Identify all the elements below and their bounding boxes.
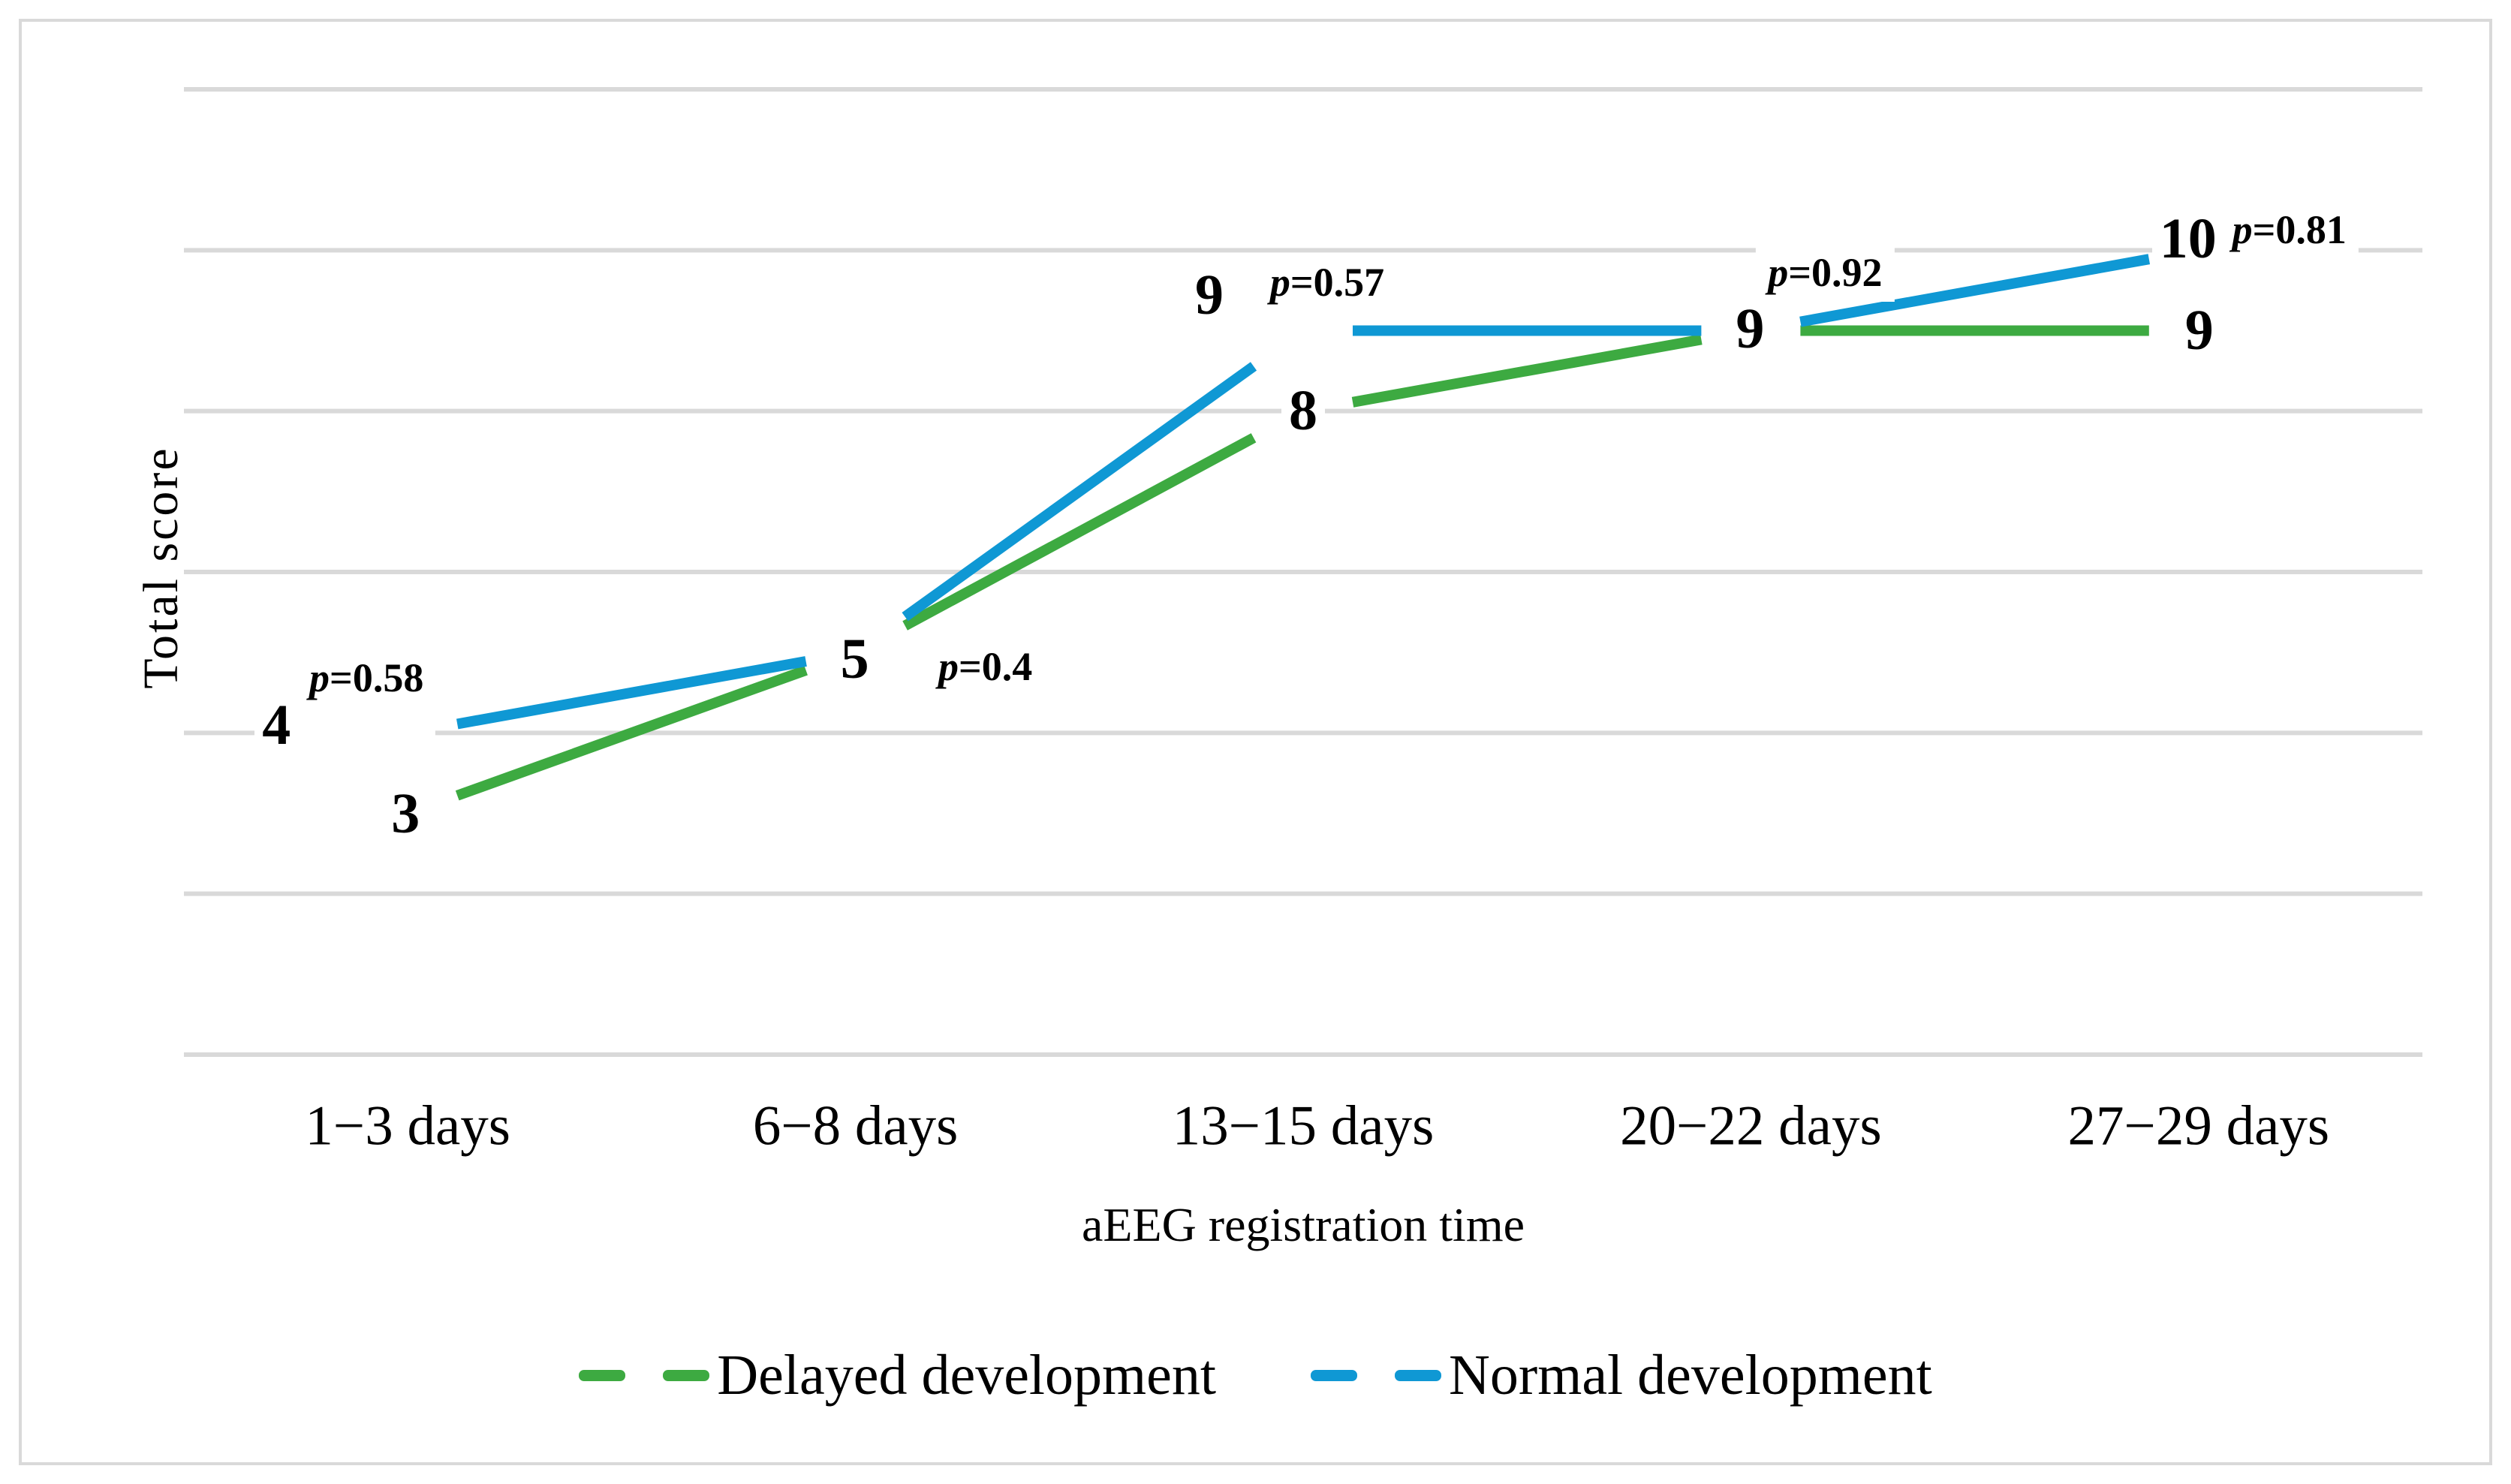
x-tick-label: 20−22 days [1620, 1094, 1882, 1157]
series-line-segment [455, 665, 808, 801]
series-line-segment [902, 362, 1257, 622]
p-symbol: p [2232, 207, 2253, 253]
p-value-label: p=0.58 [297, 649, 436, 736]
value-label: 5 [832, 622, 877, 697]
value-label: 9 [2177, 292, 2221, 368]
legend-key-dashed-line [1311, 1369, 1442, 1381]
legend-key-dashed-line [579, 1369, 710, 1381]
series-line-segment [1799, 254, 2151, 327]
p-symbol: p [309, 655, 330, 701]
p-value-label: p=0.4 [926, 637, 1045, 697]
p-value-label: p=0.57 [1257, 252, 1397, 312]
legend-item: Normal development [1311, 1347, 1932, 1404]
figure-border [19, 19, 2492, 1465]
value-label: 9 [1188, 257, 1231, 333]
legend: Delayed development Normal development [0, 1338, 2511, 1413]
value-label: 4 [254, 688, 299, 763]
value-label: 8 [1281, 372, 1325, 448]
value-label: 10 [2151, 201, 2224, 277]
y-axis-title: Total score [134, 446, 188, 689]
p-value-label: p=0.81 [2220, 200, 2359, 260]
x-tick-label: 1−3 days [305, 1094, 510, 1157]
legend-item: Delayed development [579, 1347, 1216, 1404]
x-tick-label: 6−8 days [752, 1094, 959, 1157]
legend-dash [1395, 1369, 1442, 1381]
x-tick-label: 27−29 days [2067, 1094, 2330, 1157]
value-label: 3 [384, 775, 428, 851]
legend-item-label: Normal development [1449, 1344, 1932, 1407]
p-symbol: p [1768, 249, 1789, 295]
legend-dash [663, 1369, 710, 1381]
legend-dash [579, 1369, 626, 1381]
series-line-segment [456, 656, 807, 730]
p-value-label: p=0.92 [1756, 242, 1895, 302]
value-label: 9 [1728, 290, 1772, 366]
series-line-segment [1351, 334, 1703, 408]
legend-dash [1311, 1369, 1358, 1381]
p-symbol: p [938, 644, 959, 690]
x-axis-title: aEEG registration time [1081, 1198, 1525, 1251]
legend-item-label: Delayed development [717, 1344, 1217, 1407]
x-tick-label: 13−15 days [1172, 1094, 1435, 1157]
p-symbol: p [1269, 259, 1290, 305]
series-line-segment [902, 433, 1257, 631]
